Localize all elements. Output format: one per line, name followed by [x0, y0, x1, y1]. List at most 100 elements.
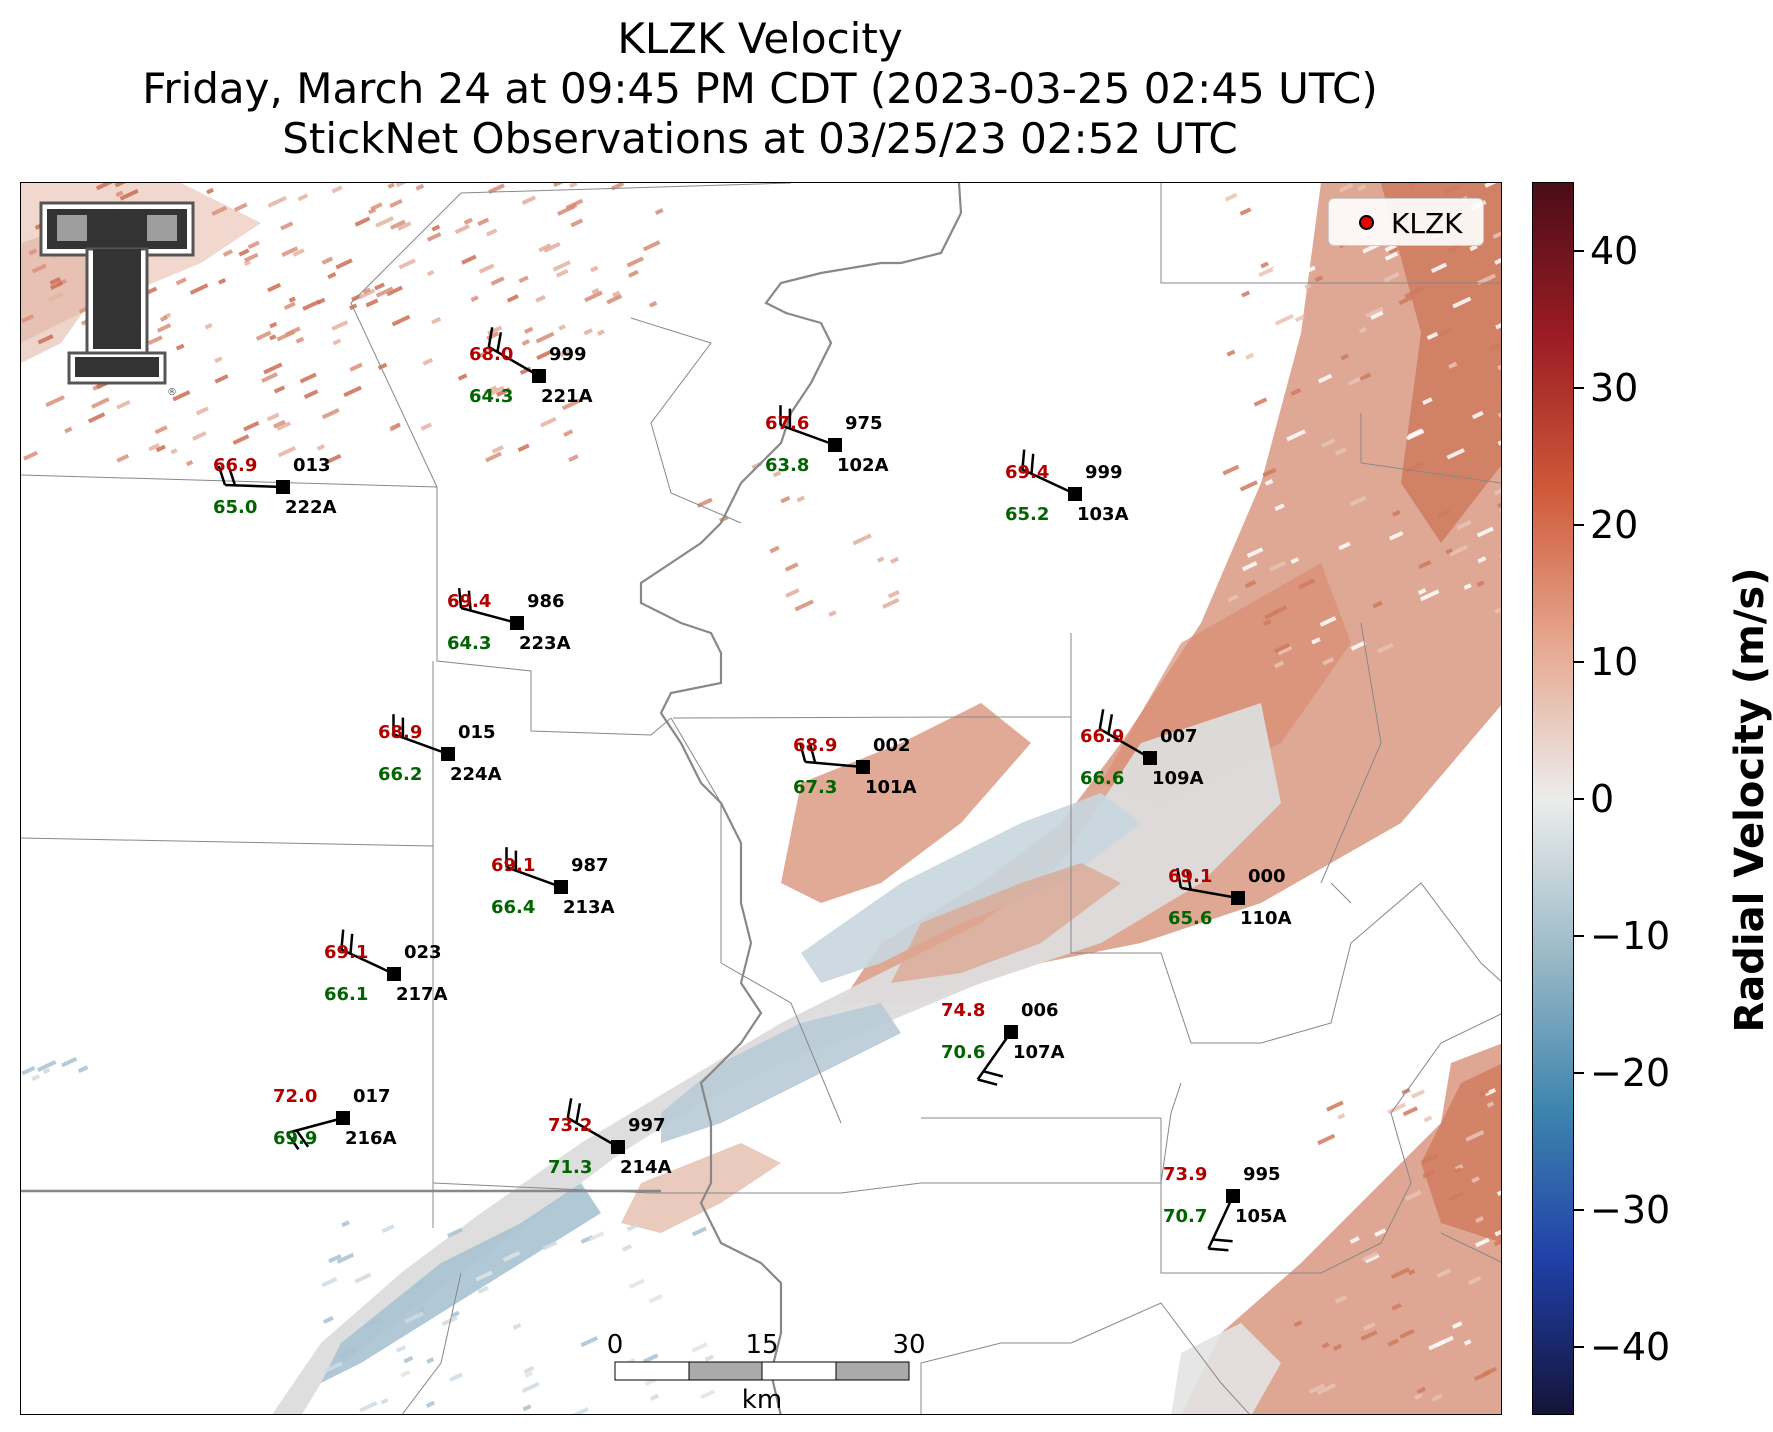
radar-gate	[1363, 1321, 1376, 1331]
radar-gate	[1264, 478, 1274, 486]
radar-gate	[1338, 183, 1354, 193]
radar-gate	[1321, 1342, 1330, 1349]
radar-gate	[420, 422, 433, 431]
radar-gate	[148, 442, 160, 452]
radar-gate	[1419, 589, 1440, 602]
station-marker	[1068, 487, 1082, 501]
radar-gate	[1497, 411, 1501, 418]
radar-gate	[321, 256, 334, 265]
radar-gate	[1484, 183, 1497, 188]
radar-gate	[91, 397, 110, 409]
radar-gate	[1297, 265, 1316, 277]
radar-gate	[470, 295, 479, 303]
radar-gate	[887, 589, 900, 599]
radar-gate	[626, 256, 644, 268]
radar-gate	[21, 1065, 36, 1076]
colorbar-tick-mark	[1574, 249, 1584, 252]
colorbar-tick-label: −30	[1590, 1187, 1671, 1232]
wind-barb	[217, 465, 227, 486]
radar-gate	[431, 224, 441, 232]
radar-gate	[269, 321, 278, 329]
radar-gate	[285, 326, 301, 337]
radar-gate	[1473, 1370, 1491, 1382]
radar-map[interactable]: 68.0 999 64.3 221A 67.6 975 63.8 102A 66.9 013 65.…	[20, 182, 1502, 1415]
radar-gate	[475, 1270, 493, 1282]
radar-gate	[611, 290, 621, 298]
radar-gate	[175, 343, 185, 351]
radar-gate	[1334, 447, 1347, 456]
radar-gate	[1404, 286, 1424, 299]
wind-barb	[798, 742, 807, 763]
radar-gate	[280, 221, 294, 231]
radar-gate	[1239, 480, 1258, 492]
radar-gate	[233, 202, 248, 212]
velocity-colorbar	[1532, 182, 1574, 1415]
radar-gate	[1494, 1224, 1501, 1237]
radar-gate	[521, 339, 530, 346]
station-marker	[1143, 751, 1157, 765]
wind-barb	[467, 590, 472, 611]
radar-gate	[1317, 1133, 1336, 1146]
radar-gate	[1422, 1169, 1436, 1179]
colorbar-tick-mark	[1574, 797, 1584, 800]
wind-barb	[1185, 869, 1192, 890]
station-dewpoint: 70.7	[1163, 1206, 1207, 1227]
station-marker	[336, 1111, 350, 1125]
radar-gate	[1448, 361, 1458, 369]
radar-gate	[1313, 1147, 1327, 1157]
radar-gate	[1475, 1237, 1490, 1248]
radar-gate	[591, 287, 600, 295]
radar-gate	[332, 338, 342, 346]
station-dewpoint: 66.2	[378, 764, 422, 785]
radar-gate	[524, 326, 534, 334]
radar-gate	[628, 1278, 646, 1289]
radar-gate	[426, 1357, 435, 1364]
radar-gate	[785, 588, 800, 598]
radar-gate	[1222, 464, 1240, 476]
radar-gate	[1274, 660, 1285, 669]
radar-gate	[1408, 428, 1423, 439]
radar-gate	[649, 1393, 659, 1401]
station-id: 103A	[1077, 504, 1129, 525]
station-temperature: 69.1	[1168, 866, 1212, 887]
station-marker	[1226, 1189, 1240, 1203]
radar-gate	[517, 443, 530, 453]
station-marker	[554, 880, 568, 894]
radar-gate	[1365, 306, 1384, 318]
radar-gate	[326, 453, 342, 464]
station-id: 101A	[865, 777, 917, 798]
radar-gate	[263, 362, 283, 375]
radar-gate	[1359, 372, 1372, 381]
radar-gate	[321, 408, 340, 420]
station-pressure: 997	[628, 1115, 666, 1136]
radar-gate	[485, 451, 502, 463]
radar-gate	[431, 316, 442, 325]
radar-gate	[1456, 520, 1472, 531]
radar-gate	[1437, 509, 1451, 519]
radar-gate	[704, 1354, 715, 1362]
radar-gate	[21, 314, 35, 324]
station-110A: 69.1 000 65.6 110A	[1168, 866, 1292, 929]
radar-gate	[206, 187, 214, 195]
station-pressure: 999	[1085, 462, 1123, 483]
radar-gate	[1316, 1128, 1328, 1137]
radar-gate	[1322, 657, 1335, 666]
wind-barb	[1212, 1238, 1233, 1243]
radar-gate	[538, 243, 552, 253]
station-id: 214A	[620, 1157, 672, 1178]
radar-gate	[1273, 605, 1288, 615]
radar-gate	[1272, 261, 1290, 272]
radar-gate	[36, 1060, 57, 1073]
radar-gate	[398, 258, 416, 270]
radar-gate	[580, 1336, 599, 1348]
station-213A: 69.1 987 66.4 213A	[491, 847, 615, 918]
station-temperature: 72.0	[273, 1086, 317, 1107]
radar-gate	[273, 385, 286, 394]
radar-gate	[521, 1381, 540, 1394]
wind-barb	[227, 465, 237, 486]
radar-gate	[422, 357, 434, 366]
colorbar-tick-mark	[1574, 934, 1584, 937]
radar-gate	[1476, 526, 1494, 538]
radar-gate	[116, 453, 130, 463]
texas-tech-logo: ®	[39, 201, 195, 398]
